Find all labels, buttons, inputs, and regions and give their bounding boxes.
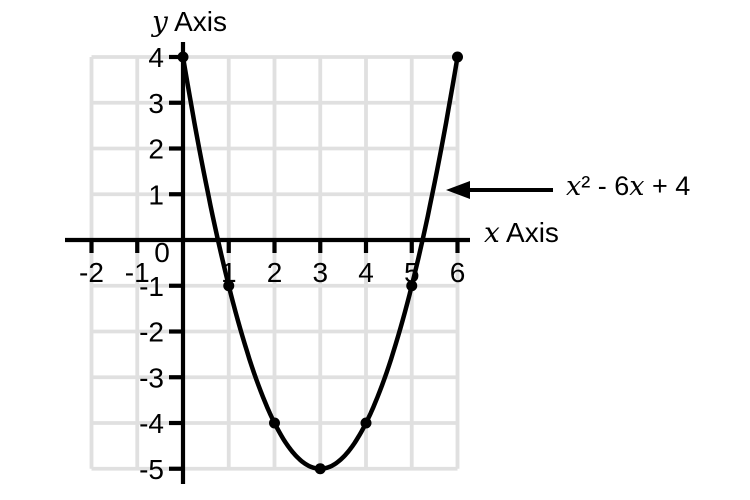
x-tick-label: 2 — [267, 257, 283, 288]
annotation-arrow-head — [446, 181, 470, 199]
label-part: x — [629, 171, 645, 202]
x-tick-label: 6 — [450, 257, 466, 288]
x-tick-label: -2 — [79, 257, 104, 288]
data-point — [452, 51, 463, 63]
label-part: Axis — [499, 217, 559, 248]
label-part: ² - 6 — [581, 171, 630, 201]
y-tick-label: 3 — [148, 88, 164, 119]
label-part: x — [566, 171, 582, 202]
x-axis-label: x Axis — [484, 219, 559, 247]
y-tick-label: 4 — [148, 42, 164, 73]
data-point — [406, 280, 418, 292]
y-tick-label: -2 — [139, 317, 164, 348]
y-tick-label: 2 — [148, 134, 164, 165]
x-tick-label: 3 — [312, 257, 328, 288]
origin-label: 0 — [154, 237, 170, 268]
data-point — [223, 280, 235, 292]
data-point — [177, 51, 189, 63]
data-point — [269, 417, 280, 429]
label-part: y — [152, 5, 168, 38]
label-part: + 4 — [644, 171, 691, 201]
y-tick-label: -4 — [139, 408, 164, 439]
label-part: x — [484, 216, 500, 249]
y-tick-label: -3 — [139, 362, 164, 393]
data-point — [314, 463, 326, 475]
y-tick-label: -5 — [139, 454, 164, 485]
x-tick-label: 4 — [358, 257, 374, 288]
grid — [89, 55, 460, 471]
y-tick-label: -1 — [139, 271, 164, 302]
function-annotation-label: x² - 6x + 4 — [566, 171, 691, 202]
label-part: Axis — [167, 6, 227, 37]
data-point — [360, 417, 372, 429]
x-tick-label: -1 — [125, 257, 150, 288]
y-axis-label: y Axis — [152, 8, 227, 36]
y-tick-label: 1 — [148, 179, 164, 210]
